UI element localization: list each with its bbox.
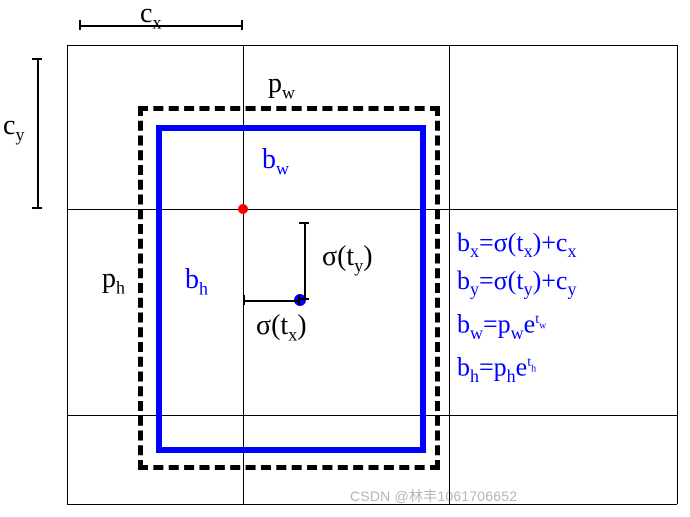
label-sigma-tx: σ(tx) (256, 312, 307, 344)
label-bw: bw (262, 146, 289, 178)
grid-hline-0 (67, 45, 677, 46)
equation-line-3: bh=pheth (457, 345, 576, 388)
label-sigma-ty: σ(ty) (322, 243, 373, 275)
equation-line-2: bw=pwetw (457, 302, 576, 345)
label-pw: pw (268, 70, 295, 102)
grid-vline-3 (677, 45, 678, 504)
equation-line-1: by=σ(ty)+cy (457, 263, 576, 301)
equation-line-0: bx=σ(tx)+cx (457, 225, 576, 263)
diagram-stage: cx cy pw ph bw bh σ(ty) σ(tx) bx=σ(tx)+cxby=σ(ty… (0, 0, 690, 517)
watermark: CSDN @林丰1061706652 (350, 486, 517, 506)
label-bh: bh (185, 266, 208, 298)
label-cx: cx (140, 0, 161, 32)
equations: bx=σ(tx)+cxby=σ(ty)+cybw=pwetwbh=pheth (457, 225, 576, 388)
label-cy: cy (3, 112, 24, 144)
grid-vline-0 (67, 45, 68, 504)
cell-origin-dot (238, 204, 248, 214)
grid-vline-2 (449, 45, 450, 504)
label-ph: ph (102, 265, 125, 297)
